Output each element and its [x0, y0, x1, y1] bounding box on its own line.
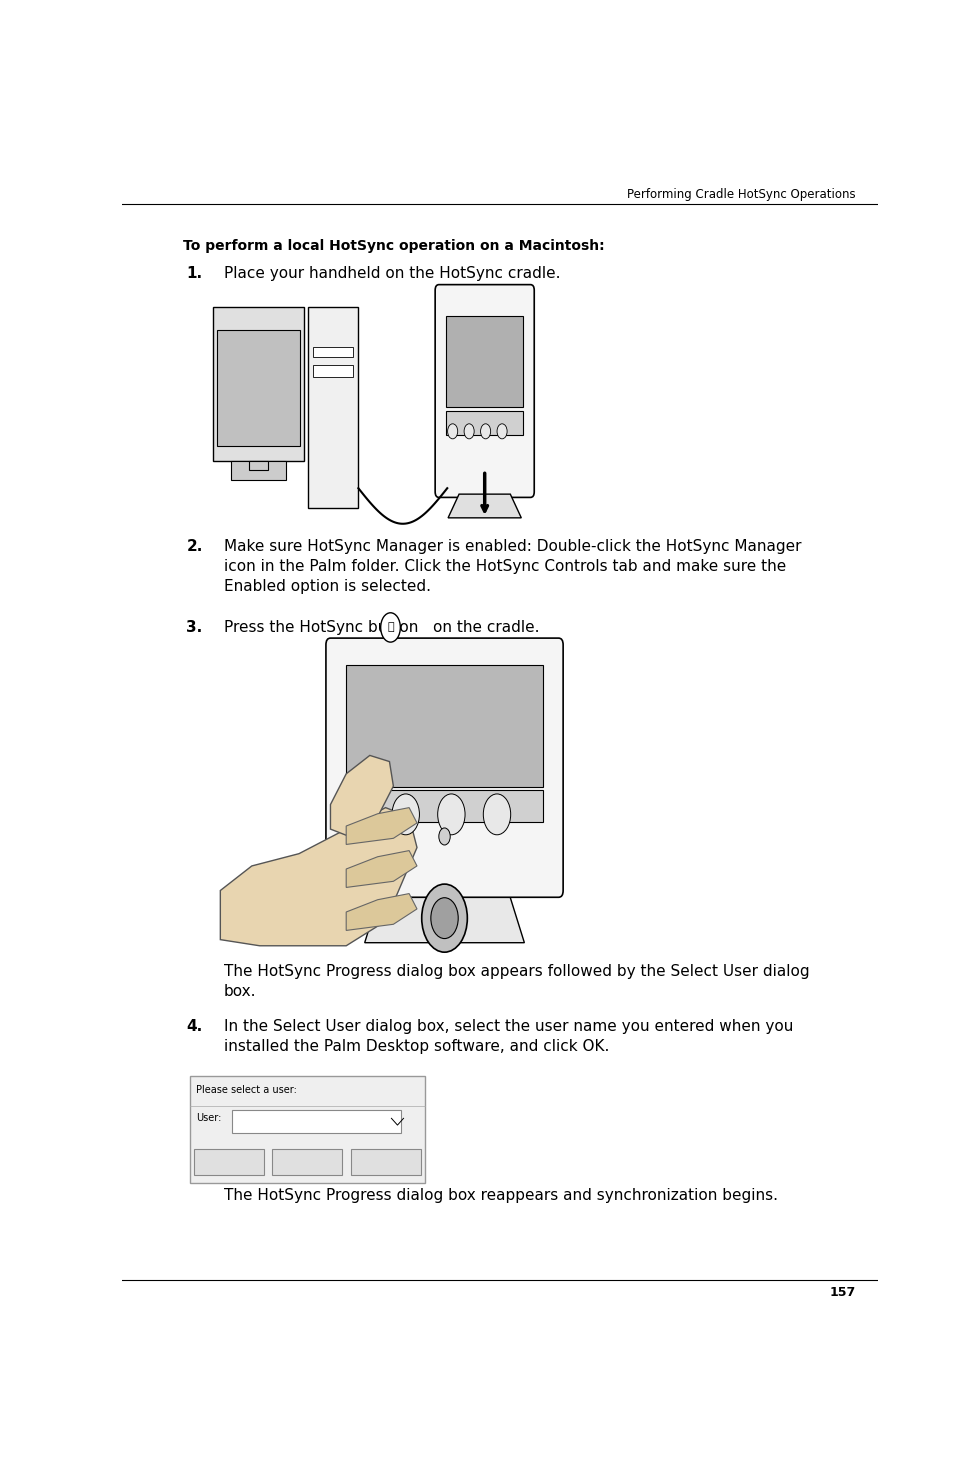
Text: OK: OK — [380, 1158, 392, 1167]
Bar — [218, 330, 300, 446]
Polygon shape — [448, 494, 521, 517]
Bar — [308, 306, 358, 509]
Polygon shape — [221, 808, 417, 946]
Text: The HotSync Progress dialog box appears followed by the Select User dialog
box.: The HotSync Progress dialog box appears … — [224, 963, 810, 998]
Text: User:: User: — [196, 1114, 222, 1123]
Text: 157: 157 — [830, 1286, 856, 1299]
Circle shape — [392, 795, 420, 834]
Text: New User: New User — [207, 1158, 251, 1167]
Text: To perform a local HotSync operation on a Macintosh:: To perform a local HotSync operation on … — [183, 239, 604, 254]
Circle shape — [465, 424, 474, 438]
Bar — [250, 460, 267, 471]
Text: 1.: 1. — [186, 267, 202, 281]
Bar — [194, 1148, 264, 1176]
FancyBboxPatch shape — [435, 284, 534, 497]
Text: Arthur Manzi: Arthur Manzi — [234, 1117, 293, 1126]
Circle shape — [448, 424, 458, 438]
Bar — [231, 460, 286, 479]
Polygon shape — [346, 850, 417, 887]
Circle shape — [483, 795, 510, 834]
Text: 4.: 4. — [186, 1019, 203, 1034]
Text: Press the HotSync button   on the cradle.: Press the HotSync button on the cradle. — [224, 620, 540, 635]
Circle shape — [437, 795, 465, 834]
Bar — [350, 1148, 421, 1176]
Bar — [346, 664, 543, 787]
FancyBboxPatch shape — [326, 638, 563, 897]
Bar — [272, 1148, 343, 1176]
Text: Make sure HotSync Manager is enabled: Double-click the HotSync Manager
icon in t: Make sure HotSync Manager is enabled: Do… — [224, 539, 801, 594]
Circle shape — [439, 828, 450, 844]
Text: Please select a user:: Please select a user: — [196, 1085, 297, 1095]
Bar — [313, 365, 353, 377]
Bar — [190, 1076, 425, 1183]
Text: 2.: 2. — [186, 539, 203, 554]
Bar — [231, 1110, 400, 1133]
Polygon shape — [331, 755, 393, 836]
Circle shape — [422, 884, 468, 953]
Bar — [346, 790, 543, 822]
Polygon shape — [365, 881, 524, 943]
Bar — [446, 410, 523, 435]
Text: ⓘ: ⓘ — [387, 623, 394, 632]
Text: Performing Cradle HotSync Operations: Performing Cradle HotSync Operations — [628, 188, 856, 201]
Text: Place your handheld on the HotSync cradle.: Place your handheld on the HotSync cradl… — [224, 267, 560, 281]
Circle shape — [430, 897, 458, 938]
Circle shape — [346, 795, 374, 834]
Circle shape — [480, 424, 491, 438]
Circle shape — [497, 424, 508, 438]
Text: Cancel: Cancel — [292, 1158, 323, 1167]
Bar — [313, 347, 353, 358]
Bar — [446, 317, 523, 408]
Text: The HotSync Progress dialog box reappears and synchronization begins.: The HotSync Progress dialog box reappear… — [224, 1189, 778, 1204]
Text: 3.: 3. — [186, 620, 203, 635]
Polygon shape — [346, 894, 417, 931]
Bar — [213, 306, 305, 460]
Circle shape — [381, 613, 400, 642]
Text: In the Select User dialog box, select the user name you entered when you
install: In the Select User dialog box, select th… — [224, 1019, 793, 1054]
Polygon shape — [346, 808, 417, 844]
